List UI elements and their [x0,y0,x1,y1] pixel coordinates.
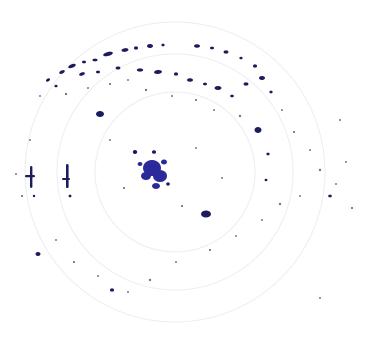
streak-left-b [66,164,69,188]
blob-bottom [110,288,114,292]
faint-rings [24,21,326,323]
blob-upper-left [96,111,104,117]
blob-lower-center [201,210,211,218]
upper-arc-speckles [46,43,273,98]
ring-inner [94,91,256,253]
central-blue-cluster [132,150,170,189]
soft-speckles [15,79,354,299]
ring-outer [24,21,326,323]
blob-right [254,127,262,133]
dark-blobs [35,111,332,292]
blob-lower-left [35,252,41,256]
ring-middle [56,53,294,291]
left-streaks [25,164,72,198]
